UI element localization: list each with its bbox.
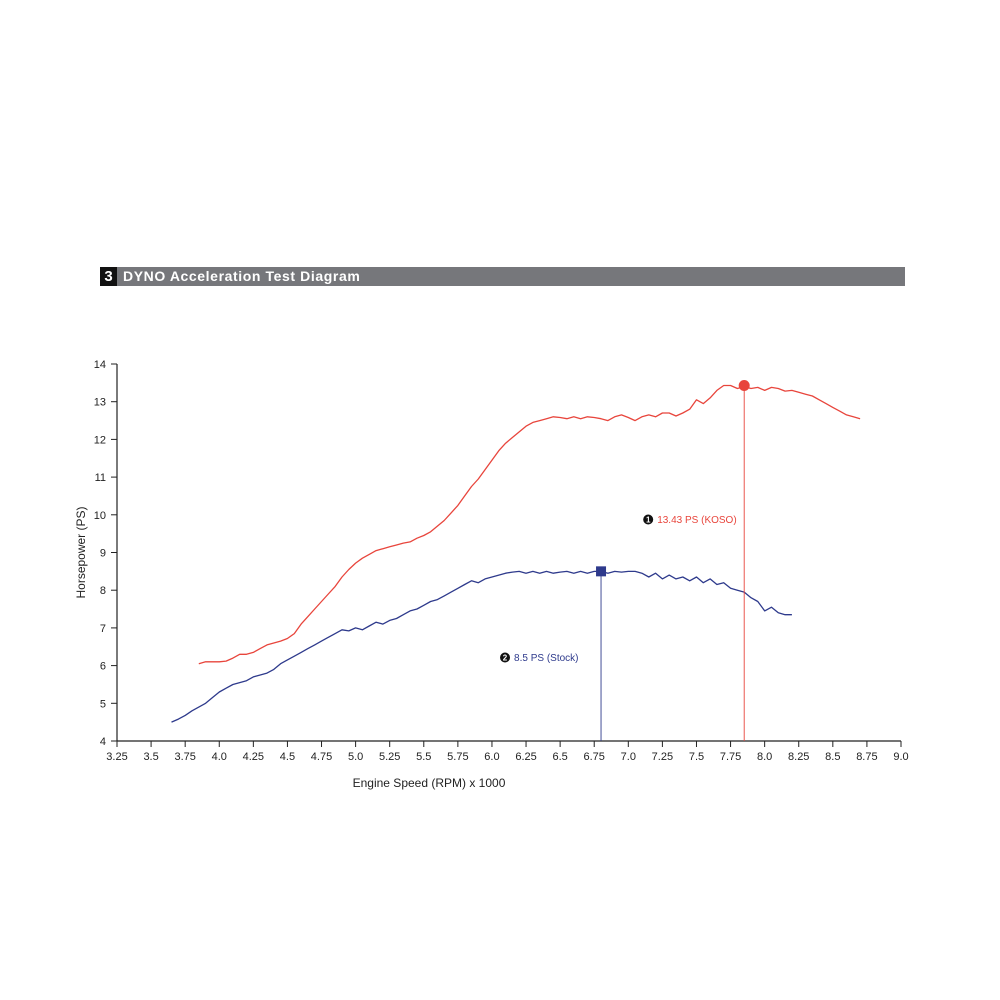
x-tick-label: 4.5 bbox=[280, 751, 295, 763]
x-tick-label: 4.25 bbox=[243, 751, 264, 763]
x-tick-label: 8.0 bbox=[757, 751, 772, 763]
section-title: DYNO Acceleration Test Diagram bbox=[123, 268, 361, 284]
y-tick-label: 12 bbox=[94, 434, 106, 446]
y-tick-label: 13 bbox=[94, 397, 106, 409]
x-tick-label: 8.75 bbox=[856, 751, 877, 763]
y-tick-label: 7 bbox=[100, 623, 106, 635]
x-tick-label: 6.0 bbox=[484, 751, 499, 763]
annotation-number: 2 bbox=[503, 653, 508, 662]
x-tick-label: 5.5 bbox=[416, 751, 431, 763]
annotation-label: 8.5 PS (Stock) bbox=[514, 653, 578, 664]
y-tick-label: 8 bbox=[100, 585, 106, 597]
x-tick-label: 9.0 bbox=[893, 751, 908, 763]
annotation-number: 1 bbox=[646, 515, 651, 524]
y-tick-label: 6 bbox=[100, 661, 106, 673]
annotation-number-badge bbox=[500, 652, 511, 663]
x-tick-label: 3.75 bbox=[174, 751, 195, 763]
x-tick-label: 4.75 bbox=[311, 751, 332, 763]
x-tick-label: 7.75 bbox=[720, 751, 741, 763]
peak-marker-circle bbox=[738, 379, 750, 391]
x-tick-label: 3.25 bbox=[106, 751, 127, 763]
section-header-bar: 3 DYNO Acceleration Test Diagram bbox=[100, 267, 905, 286]
x-tick-label: 6.25 bbox=[515, 751, 536, 763]
x-tick-label: 5.0 bbox=[348, 751, 363, 763]
x-tick-label: 4.0 bbox=[212, 751, 227, 763]
x-tick-label: 5.25 bbox=[379, 751, 400, 763]
y-axis-title: Horsepower (PS) bbox=[74, 506, 88, 598]
y-tick-label: 9 bbox=[100, 548, 106, 560]
y-tick-label: 4 bbox=[100, 736, 106, 748]
series-line-stock bbox=[171, 570, 792, 723]
y-tick-label: 14 bbox=[94, 359, 106, 371]
x-tick-label: 8.5 bbox=[825, 751, 840, 763]
x-tick-label: 7.25 bbox=[652, 751, 673, 763]
x-tick-label: 6.75 bbox=[584, 751, 605, 763]
y-tick-label: 5 bbox=[100, 698, 106, 710]
x-axis-title: Engine Speed (RPM) x 1000 bbox=[353, 776, 506, 790]
x-tick-label: 7.5 bbox=[689, 751, 704, 763]
y-tick-label: 10 bbox=[94, 510, 106, 522]
annotation-label: 13.43 PS (KOSO) bbox=[657, 515, 736, 526]
y-tick-label: 11 bbox=[95, 472, 106, 484]
x-tick-label: 3.5 bbox=[143, 751, 158, 763]
x-tick-label: 5.75 bbox=[447, 751, 468, 763]
annotation-number-badge bbox=[643, 514, 654, 525]
x-tick-label: 6.5 bbox=[552, 751, 567, 763]
x-tick-label: 8.25 bbox=[788, 751, 809, 763]
series-line-koso bbox=[198, 384, 861, 665]
peak-marker-square bbox=[596, 566, 607, 577]
section-number: 3 bbox=[100, 267, 117, 286]
x-tick-label: 7.0 bbox=[621, 751, 636, 763]
